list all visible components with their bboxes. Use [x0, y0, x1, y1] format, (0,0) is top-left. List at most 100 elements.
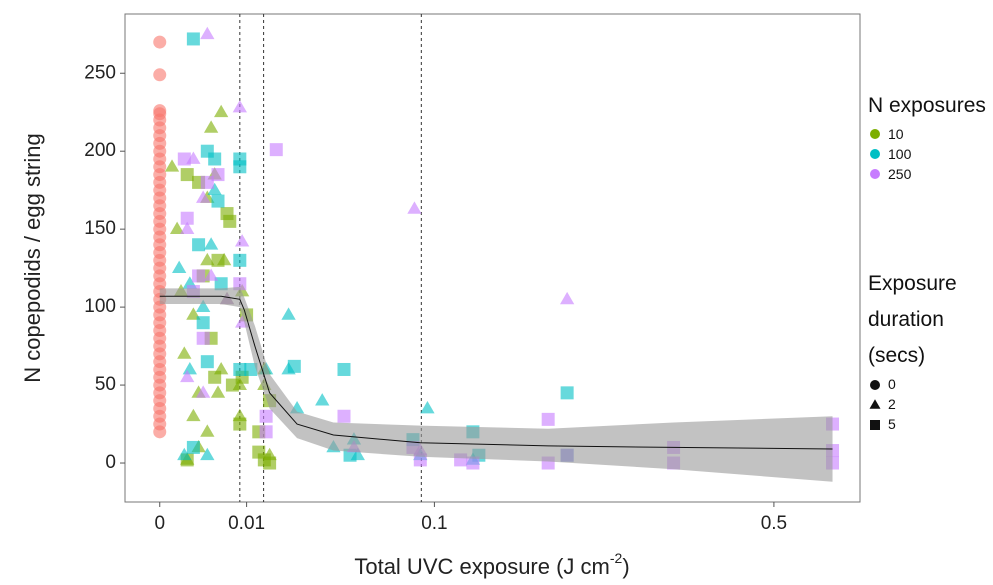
point — [153, 35, 167, 49]
point — [232, 100, 247, 113]
point — [180, 369, 195, 383]
legend-key — [870, 149, 880, 159]
smooth-line — [159, 295, 833, 450]
point — [337, 409, 351, 423]
x-tick-label: 0 — [154, 513, 165, 534]
legend-label: 2 — [888, 396, 896, 412]
legend-key — [870, 420, 880, 430]
point — [207, 182, 222, 196]
point — [177, 447, 192, 461]
legend-entry: 2 — [868, 394, 988, 414]
x-axis-title-end: ) — [622, 554, 629, 579]
point — [244, 362, 258, 376]
y-axis-title: N copepodids / egg string — [20, 133, 45, 383]
legend-entry: 0 — [868, 374, 988, 394]
point — [153, 68, 167, 82]
point — [233, 152, 247, 166]
point — [177, 152, 191, 166]
point — [870, 129, 880, 139]
point — [315, 393, 330, 406]
point — [541, 412, 555, 426]
point — [211, 194, 225, 208]
point — [263, 456, 277, 470]
point — [214, 104, 229, 118]
point — [269, 143, 283, 157]
point — [233, 277, 247, 291]
legend-items: 10 100 250 — [868, 124, 988, 184]
x-axis-title: Total UVC exposure (J cm-2) — [354, 550, 629, 579]
point — [164, 159, 180, 172]
point — [870, 420, 880, 430]
point — [177, 346, 192, 359]
y-tick-label: 250 — [84, 62, 116, 83]
legend-entry: 5 — [868, 414, 988, 434]
point — [196, 316, 210, 330]
point — [211, 168, 225, 182]
y-tick-label: 0 — [105, 452, 116, 473]
point — [200, 424, 215, 437]
y-tick-label: 50 — [95, 374, 116, 395]
point — [210, 385, 226, 398]
legend-entry: 250 — [868, 164, 988, 184]
point — [233, 417, 247, 431]
y-tick-label: 100 — [84, 296, 116, 317]
point — [153, 425, 167, 439]
legend-key — [870, 129, 880, 139]
legend-label: 5 — [888, 416, 896, 432]
point — [870, 149, 880, 159]
point — [203, 237, 219, 250]
point — [180, 211, 194, 225]
point — [200, 355, 214, 369]
legend-label: 10 — [888, 126, 904, 142]
point — [182, 362, 197, 375]
point — [186, 440, 200, 454]
legend-title: N exposures — [868, 94, 986, 117]
point — [559, 291, 575, 305]
point — [869, 399, 881, 409]
point — [233, 253, 247, 267]
point — [233, 362, 247, 376]
point — [192, 238, 206, 252]
point — [200, 175, 214, 189]
point — [200, 26, 215, 40]
shape-legend: Exposure duration (secs) 0 2 5 — [868, 266, 988, 434]
point — [169, 221, 185, 235]
point — [466, 456, 480, 470]
point — [196, 331, 210, 345]
point — [200, 252, 215, 266]
legend-entry: 100 — [868, 144, 988, 164]
point — [186, 32, 200, 46]
x-axis-title-sup: -2 — [610, 550, 623, 566]
point — [180, 221, 195, 235]
legend-label: 100 — [888, 146, 912, 162]
legend-label: 250 — [888, 166, 912, 182]
x-tick-label: 0.5 — [761, 513, 787, 534]
point — [870, 380, 880, 390]
legend-key — [869, 399, 881, 409]
point — [234, 234, 250, 247]
point — [407, 201, 422, 214]
point — [203, 120, 219, 133]
point — [870, 169, 880, 179]
point — [420, 400, 435, 414]
x-axis-title-main: Total UVC exposure (J cm — [354, 554, 610, 579]
legend-title: Exposure duration (secs) — [868, 272, 957, 367]
point — [196, 385, 211, 398]
point — [203, 268, 219, 281]
point — [186, 408, 201, 422]
legend-entry: 10 — [868, 124, 988, 144]
point — [259, 425, 273, 439]
point — [259, 409, 273, 423]
point — [200, 447, 215, 461]
point — [287, 359, 301, 373]
point — [337, 362, 351, 376]
legend-key — [870, 169, 880, 179]
point — [196, 299, 211, 312]
legend-key — [870, 380, 880, 390]
y-tick-label: 200 — [84, 140, 116, 161]
legend-label: 0 — [888, 376, 896, 392]
point — [560, 386, 574, 400]
x-tick-label: 0.01 — [228, 513, 265, 534]
